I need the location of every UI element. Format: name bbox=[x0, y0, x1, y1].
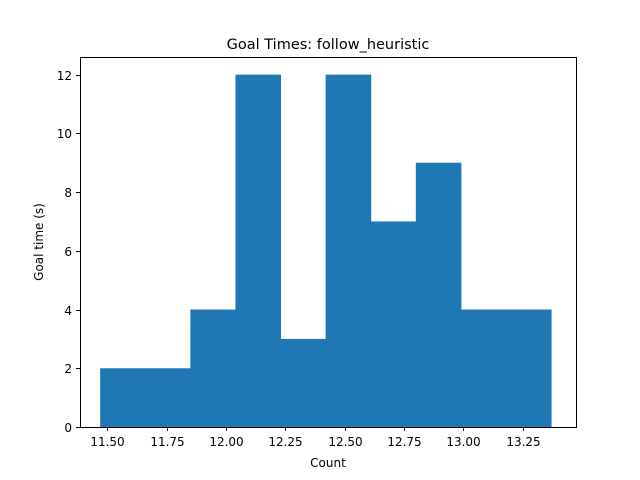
x-axis-label: Count bbox=[310, 456, 346, 470]
histogram-bar-8 bbox=[415, 162, 462, 427]
x-tick-label-4: 12.25 bbox=[268, 435, 302, 449]
y-tick-label-5: 8 bbox=[64, 186, 72, 200]
x-axis: 11.50 11.75 12.00 12.25 12.50 12.75 13.00 13.25 bbox=[90, 427, 541, 449]
y-tick-label-3: 4 bbox=[64, 304, 72, 318]
histogram-bar-9 bbox=[460, 309, 507, 427]
y-axis: 0 2 4 6 8 10 12 bbox=[57, 69, 80, 435]
histogram-bar-2 bbox=[145, 368, 191, 427]
y-tick-label-2: 2 bbox=[64, 362, 72, 376]
chart-title: Goal Times: follow_heuristic bbox=[227, 37, 430, 53]
x-tick-label-5: 12.50 bbox=[328, 435, 362, 449]
histogram-bar-6 bbox=[325, 74, 372, 427]
histogram-bar-4 bbox=[235, 74, 282, 427]
x-tick-label-1: 11.50 bbox=[90, 435, 124, 449]
x-tick-label-6: 12.75 bbox=[387, 435, 421, 449]
x-tick-label-2: 11.75 bbox=[150, 435, 184, 449]
x-tick-label-8: 13.25 bbox=[506, 435, 540, 449]
histogram-bar-10 bbox=[505, 309, 552, 427]
x-tick-label-3: 12.00 bbox=[209, 435, 243, 449]
histogram-bar-3 bbox=[190, 309, 236, 427]
histogram-bar-5 bbox=[280, 338, 327, 427]
y-axis-label: Goal time (s) bbox=[32, 203, 46, 281]
plot-frame bbox=[80, 57, 577, 428]
y-tick-label-7: 12 bbox=[57, 69, 72, 83]
histogram-bar-1 bbox=[100, 368, 146, 427]
bars-group bbox=[100, 74, 552, 427]
y-tick-label-6: 10 bbox=[57, 127, 72, 141]
y-tick-label-1: 0 bbox=[64, 421, 72, 435]
x-tick-label-7: 13.00 bbox=[446, 435, 480, 449]
y-tick-label-4: 6 bbox=[64, 245, 72, 259]
histogram-bar-7 bbox=[370, 221, 417, 427]
